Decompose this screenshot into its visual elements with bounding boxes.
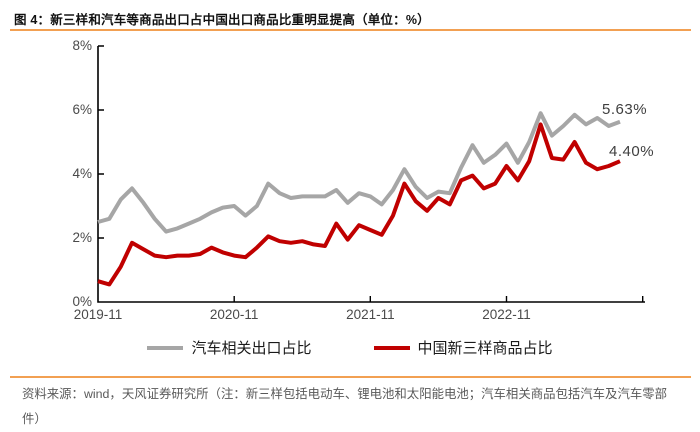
series-end-label: 4.40% [609,143,655,161]
x-axis-label: 2019-11 [73,307,123,322]
y-axis-label: 8% [72,38,92,53]
title-divider [10,29,691,31]
source-note: 资料来源：wind，天风证券研究所（注：新三样包括电动车、锂电池和太阳能电池；汽… [22,387,668,426]
y-axis-label: 2% [72,230,92,245]
y-axis-label: 4% [72,166,92,181]
gray-line-swatch-icon [147,345,184,350]
footer-divider [10,376,691,378]
series-line-new-three-goods [97,122,621,287]
series-end-label: 5.63% [602,100,648,118]
figure-title: 图 4：新三样和汽车等商品出口占中国出口商品比重明显提高（单位：%） [14,13,430,27]
legend-label: 汽车相关出口占比 [191,341,312,357]
series-line-auto-exports [97,111,621,234]
y-axis-label: 6% [72,102,92,117]
x-axis-label: 2020-11 [209,307,259,322]
x-axis-label: 2022-11 [482,307,531,322]
legend-item-auto-exports: 汽车相关出口占比 [147,337,312,358]
legend-label: 中国新三样商品占比 [417,341,553,357]
axes [97,46,645,303]
y-axis-label: 0% [72,294,92,309]
red-line-swatch-icon [373,345,410,350]
legend: 汽车相关出口占比 中国新三样商品占比 [0,337,700,358]
x-axis-label: 2021-11 [346,307,395,322]
axis-ticks [98,45,644,302]
legend-item-new-three-goods: 中国新三样商品占比 [373,337,553,358]
